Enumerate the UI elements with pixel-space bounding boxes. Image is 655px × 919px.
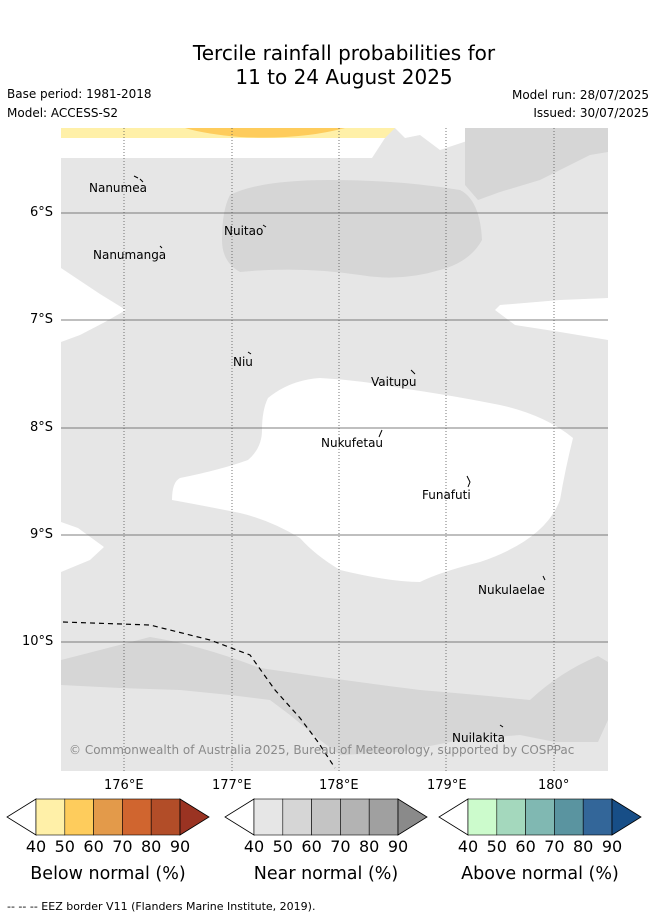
colorbar-segment <box>64 798 94 836</box>
lat-label-9: 9°S <box>30 527 54 542</box>
below-normal-label: Below normal (%) <box>30 864 186 884</box>
map-title-line1: Tercile rainfall probabilities for <box>192 41 496 65</box>
near-normal-50-60-region-2 <box>465 128 608 200</box>
colorbar-tick-label: 80 <box>141 837 162 856</box>
island-label-nanumanga: Nanumanga <box>93 248 167 262</box>
nanumanga-island-shape <box>159 245 163 249</box>
central-white-region <box>172 378 573 582</box>
colorbar-tick-label: 90 <box>169 837 191 856</box>
colorbar-segment <box>35 798 66 836</box>
colorbar-segment <box>122 798 152 836</box>
lat-label-6: 6°S <box>30 205 54 220</box>
lon-label-180: 180° <box>538 778 570 793</box>
vaitupu-island-shape <box>410 369 416 375</box>
colorbar-tick-label: 60 <box>515 837 536 856</box>
base-period-text: Base period: 1981-2018 <box>7 87 152 101</box>
nuilakita-island-shape <box>499 724 504 728</box>
colorbar-tick-label: 80 <box>573 837 594 856</box>
west-white-region-1 <box>61 268 126 342</box>
lat-label-7: 7°S <box>30 312 54 327</box>
colorbar-tick-label: 90 <box>387 837 409 856</box>
colorbar-segment <box>93 798 123 836</box>
near-normal-50-60-region-1 <box>222 180 482 278</box>
colorbar-segment <box>282 798 312 836</box>
colorbar-segment <box>150 798 181 836</box>
colorbar-max-triangle <box>179 798 210 836</box>
eez-border-line <box>62 621 336 769</box>
issued-text: Issued: 30/07/2025 <box>533 106 649 120</box>
colorbar-tick-label: 70 <box>544 837 565 856</box>
colorbar-max-triangle <box>397 798 428 836</box>
colorbar-segment <box>525 798 555 836</box>
lat-label-10: 10°S <box>22 634 54 649</box>
copyright-text: © Commonwealth of Australia 2025, Bureau… <box>69 743 575 757</box>
colorbar-tick-label: 40 <box>243 837 265 856</box>
colorbar-segment <box>253 798 284 836</box>
near-normal-50-60-region-3 <box>61 637 608 755</box>
niu-island-shape <box>247 351 252 355</box>
colorbar-tick-label: 70 <box>112 837 133 856</box>
colorbar-min-triangle <box>6 798 37 836</box>
island-label-nanumea: Nanumea <box>89 181 147 195</box>
below-normal-colorbar <box>6 798 210 836</box>
lon-label-177: 177°E <box>212 778 252 793</box>
lat-label-8: 8°S <box>30 420 54 435</box>
above-normal-colorbar <box>438 798 642 836</box>
lon-label-176: 176°E <box>104 778 144 793</box>
funafuti-island-shape <box>466 475 471 488</box>
above-normal-label: Above normal (%) <box>461 864 619 884</box>
east-white-region <box>495 298 608 340</box>
colorbar-tick-label: 50 <box>272 837 293 856</box>
eez-footer-text: -- -- -- EEZ border V11 (Flanders Marine… <box>7 900 316 913</box>
colorbar-segment <box>496 798 526 836</box>
colorbars <box>6 798 642 836</box>
colorbar-tick-label: 80 <box>359 837 380 856</box>
island-label-niu: Niu <box>233 355 253 369</box>
colorbar-tick-label: 60 <box>301 837 322 856</box>
island-label-funafuti: Funafuti <box>422 488 471 502</box>
colorbar-tick-label: 90 <box>601 837 623 856</box>
colorbar-tick-label: 60 <box>83 837 104 856</box>
island-label-nuitao: Nuitao <box>224 224 264 238</box>
map-title-line2: 11 to 24 August 2025 <box>235 65 453 89</box>
colorbar-tick-label: 70 <box>330 837 351 856</box>
nanumea-island-shape <box>133 175 144 183</box>
colorbar-segment <box>311 798 341 836</box>
below-normal-50-60-region <box>185 128 345 138</box>
colorbar-segment <box>368 798 399 836</box>
colorbar-segment <box>554 798 584 836</box>
lon-label-179: 179°E <box>427 778 467 793</box>
colorbar-max-triangle <box>611 798 642 836</box>
island-label-nukufetau: Nukufetau <box>321 436 384 450</box>
model-text: Model: ACCESS-S2 <box>7 106 119 120</box>
colorbar-tick-label: 50 <box>54 837 75 856</box>
model-run-text: Model run: 28/07/2025 <box>511 88 649 102</box>
island-label-nuilakita: Nuilakita <box>452 731 505 745</box>
nukulaelae-island-shape <box>542 575 546 581</box>
nuitao-island-shape <box>262 224 267 228</box>
colorbar-segment <box>467 798 498 836</box>
near-normal-label: Near normal (%) <box>253 864 399 884</box>
colorbar-segment <box>340 798 370 836</box>
nukufetau-island-shape <box>378 429 383 438</box>
colorbar-tick-label: 40 <box>25 837 47 856</box>
colorbar-segment <box>582 798 613 836</box>
top-white-region <box>61 138 385 158</box>
west-white-region-2 <box>61 522 104 572</box>
lon-label-178: 178°E <box>319 778 359 793</box>
colorbar-min-triangle <box>224 798 255 836</box>
colorbar-min-triangle <box>438 798 469 836</box>
near-normal-colorbar <box>224 798 428 836</box>
colorbar-tick-label: 50 <box>486 837 507 856</box>
colorbar-tick-label: 40 <box>457 837 479 856</box>
island-label-nukulaelae: Nukulaelae <box>478 583 545 597</box>
island-label-vaitupu: Vaitupu <box>371 375 417 389</box>
